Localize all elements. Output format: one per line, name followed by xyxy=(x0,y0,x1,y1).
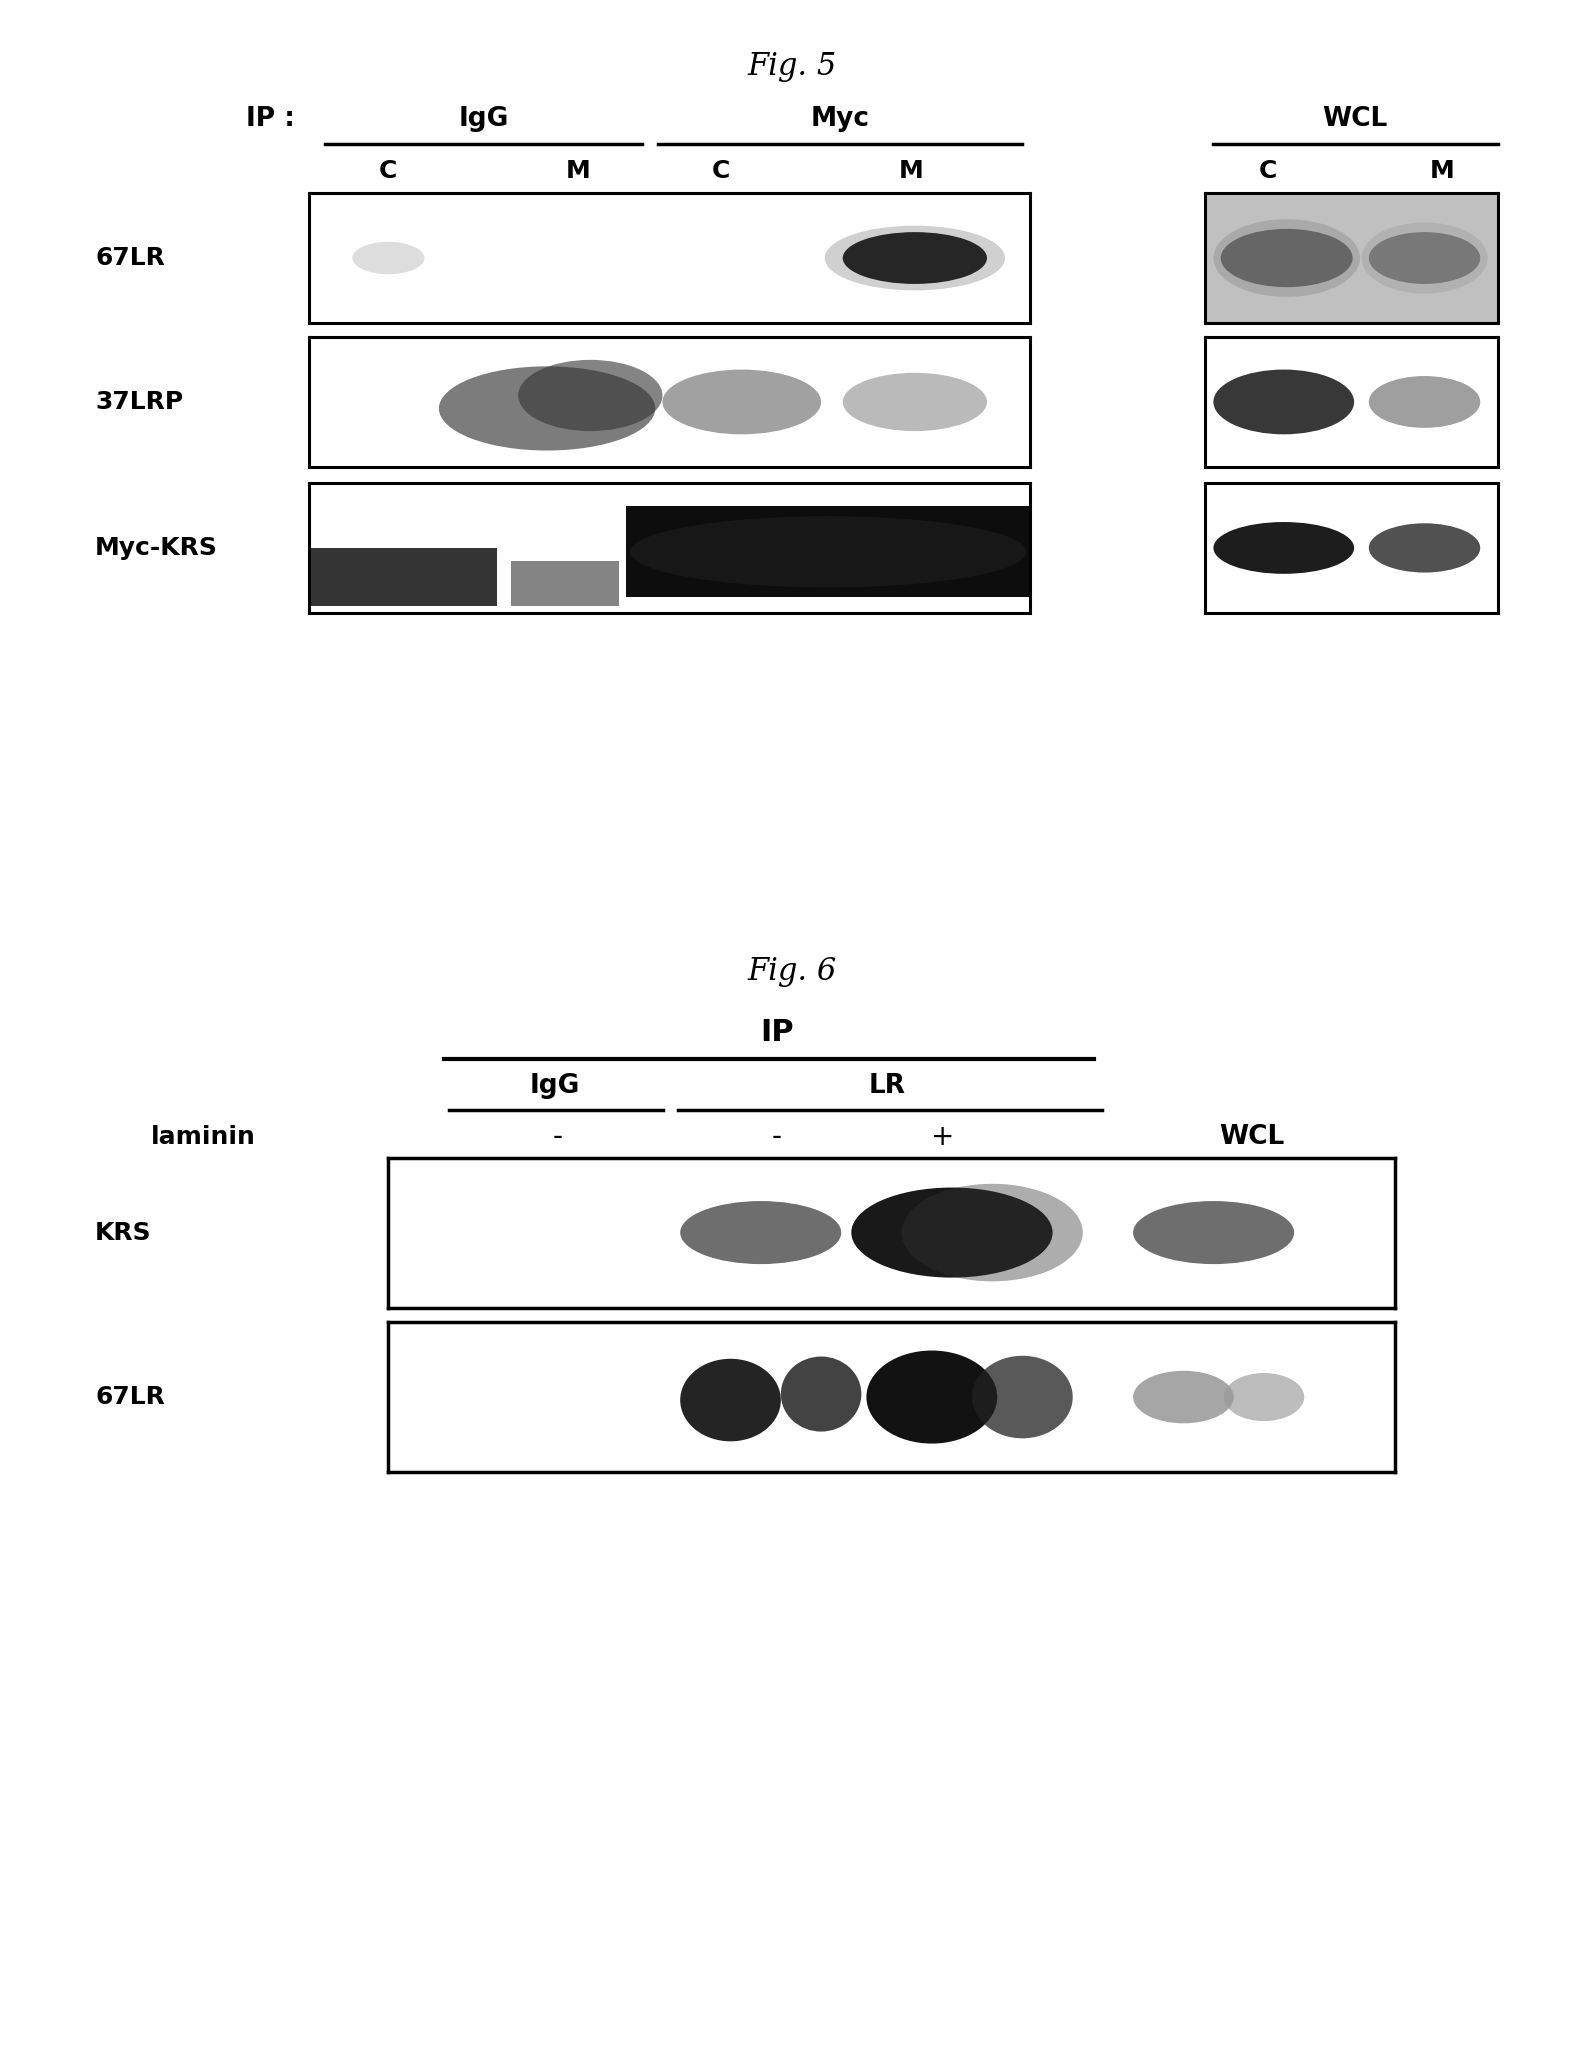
Ellipse shape xyxy=(1214,370,1354,434)
Ellipse shape xyxy=(1369,376,1480,428)
Ellipse shape xyxy=(352,243,425,273)
Ellipse shape xyxy=(680,1359,781,1441)
Text: 67LR: 67LR xyxy=(95,1386,165,1408)
Bar xyxy=(309,549,496,607)
Text: 67LR: 67LR xyxy=(95,247,165,269)
Text: IgG: IgG xyxy=(458,107,509,132)
Text: -: - xyxy=(553,1123,563,1151)
Text: IgG: IgG xyxy=(529,1073,580,1098)
Ellipse shape xyxy=(1133,1201,1293,1264)
Ellipse shape xyxy=(1369,232,1480,284)
Ellipse shape xyxy=(851,1188,1052,1277)
Text: IP :: IP : xyxy=(246,107,295,132)
Ellipse shape xyxy=(867,1351,997,1443)
Text: M: M xyxy=(899,158,924,183)
Ellipse shape xyxy=(439,366,655,450)
Bar xyxy=(626,506,1030,596)
Ellipse shape xyxy=(629,516,1027,588)
Text: Fig. 5: Fig. 5 xyxy=(748,51,837,82)
Text: IP: IP xyxy=(759,1018,794,1047)
Text: WCL: WCL xyxy=(1322,107,1388,132)
Ellipse shape xyxy=(902,1184,1083,1281)
Ellipse shape xyxy=(1133,1371,1233,1423)
Ellipse shape xyxy=(843,372,987,432)
Ellipse shape xyxy=(1224,1373,1304,1421)
Text: C: C xyxy=(1258,158,1278,183)
Ellipse shape xyxy=(663,370,821,434)
Ellipse shape xyxy=(518,360,663,432)
Ellipse shape xyxy=(1214,522,1354,574)
Ellipse shape xyxy=(843,232,987,284)
Ellipse shape xyxy=(1214,220,1360,296)
Text: KRS: KRS xyxy=(95,1221,152,1244)
Ellipse shape xyxy=(1362,222,1488,294)
Text: +: + xyxy=(932,1123,954,1151)
Ellipse shape xyxy=(1369,524,1480,572)
Ellipse shape xyxy=(781,1357,861,1431)
Ellipse shape xyxy=(972,1355,1073,1439)
Text: -: - xyxy=(772,1123,781,1151)
Text: Fig. 6: Fig. 6 xyxy=(748,956,837,987)
Text: WCL: WCL xyxy=(1219,1125,1285,1149)
Ellipse shape xyxy=(1220,228,1352,288)
Bar xyxy=(510,561,620,607)
Ellipse shape xyxy=(824,226,1005,290)
Text: M: M xyxy=(566,158,591,183)
Text: 37LRP: 37LRP xyxy=(95,391,184,413)
Ellipse shape xyxy=(680,1201,842,1264)
Text: laminin: laminin xyxy=(151,1125,255,1149)
Text: M: M xyxy=(1430,158,1455,183)
Text: LR: LR xyxy=(869,1073,907,1098)
Text: Myc: Myc xyxy=(810,107,870,132)
Text: C: C xyxy=(712,158,731,183)
Text: C: C xyxy=(379,158,398,183)
Text: Myc-KRS: Myc-KRS xyxy=(95,537,219,559)
